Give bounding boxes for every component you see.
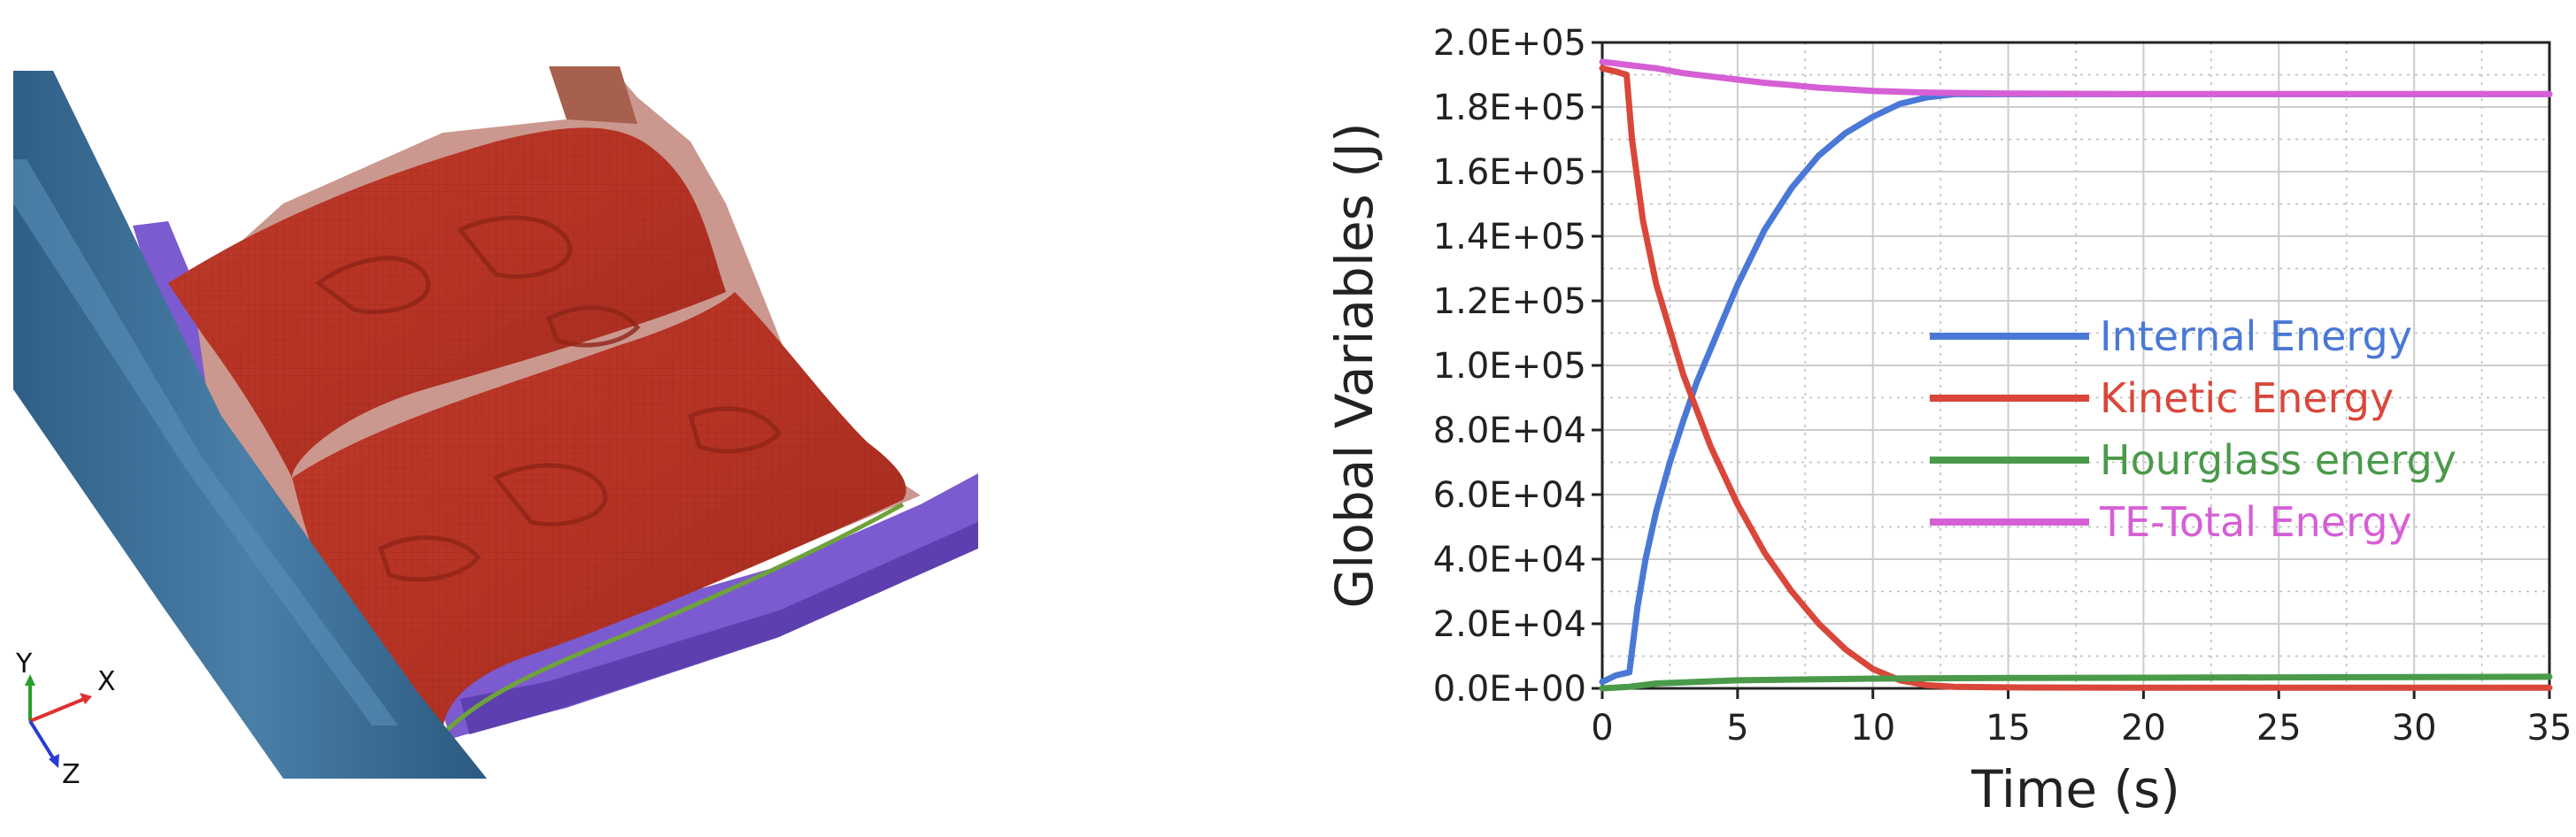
series-line-4: [1599, 58, 2553, 97]
panel-emboss: [314, 215, 783, 582]
y-tick-label: 1.6E+05: [1433, 152, 1586, 193]
legend-label-4: TE-Total Energy: [2099, 498, 2412, 546]
y-tick-label: 6.0E+04: [1433, 475, 1586, 516]
x-tick-label: 0: [1591, 708, 1613, 749]
chart-legend: Internal Energy Kinetic Energy Hourglass e…: [1930, 312, 2456, 546]
x-axis-title: Time (s): [1971, 759, 2180, 819]
y-tick-label: 1.0E+05: [1433, 346, 1586, 387]
triad-x-label: X: [97, 666, 116, 697]
y-tick-label: 2.0E+04: [1433, 604, 1586, 645]
x-tick-label: 10: [1850, 708, 1895, 749]
chart-ticks: 0 5 10 15 20 25 30 35 0.0E+00 2.0E+04 4.0E+04 6.0E+…: [1433, 23, 2572, 749]
y-tick-label: 1.2E+05: [1433, 281, 1586, 322]
axis-triad: Y X Z: [15, 649, 116, 790]
y-tick-label: 2.0E+05: [1433, 23, 1586, 64]
energy-chart: 0 5 10 15 20 25 30 35 0.0E+00 2.0E+04 4.0E+04 6.0E+…: [1324, 23, 2572, 819]
triad-z-label: Z: [62, 759, 81, 790]
blue-rail-highlight: [13, 159, 398, 726]
green-edge: [441, 502, 905, 736]
y-tick-label: 0.0E+00: [1433, 669, 1586, 710]
y-tick-label: 8.0E+04: [1433, 411, 1586, 451]
x-tick-label: 35: [2527, 708, 2572, 749]
blue-rail: [13, 71, 487, 779]
legend-label-2: Kinetic Energy: [2100, 374, 2394, 422]
chart-grid: [1601, 42, 2550, 689]
triad-y-label: Y: [15, 649, 33, 680]
x-tick-label: 5: [1726, 708, 1748, 749]
y-tick-label: 1.4E+05: [1433, 217, 1586, 257]
y-axis-title: Global Variables (J): [1324, 122, 1384, 608]
series-line-3: [1599, 673, 2553, 692]
series-line-2: [1599, 65, 2553, 691]
purple-frame-side: [460, 522, 978, 734]
x-tick-label: 30: [2392, 708, 2437, 749]
legend-label-1: Internal Energy: [2100, 312, 2412, 360]
y-tick-label: 1.8E+05: [1433, 88, 1586, 128]
legend-label-3: Hourglass energy: [2100, 436, 2456, 484]
x-tick-label: 15: [1986, 708, 2031, 749]
chart-series: [1599, 58, 2553, 692]
x-tick-label: 25: [2256, 708, 2302, 749]
y-tick-label: 4.0E+04: [1433, 540, 1586, 580]
x-tick-label: 20: [2121, 708, 2166, 749]
fe-model-view: Y X Z: [13, 66, 978, 790]
back-plate-edge: [549, 66, 637, 124]
